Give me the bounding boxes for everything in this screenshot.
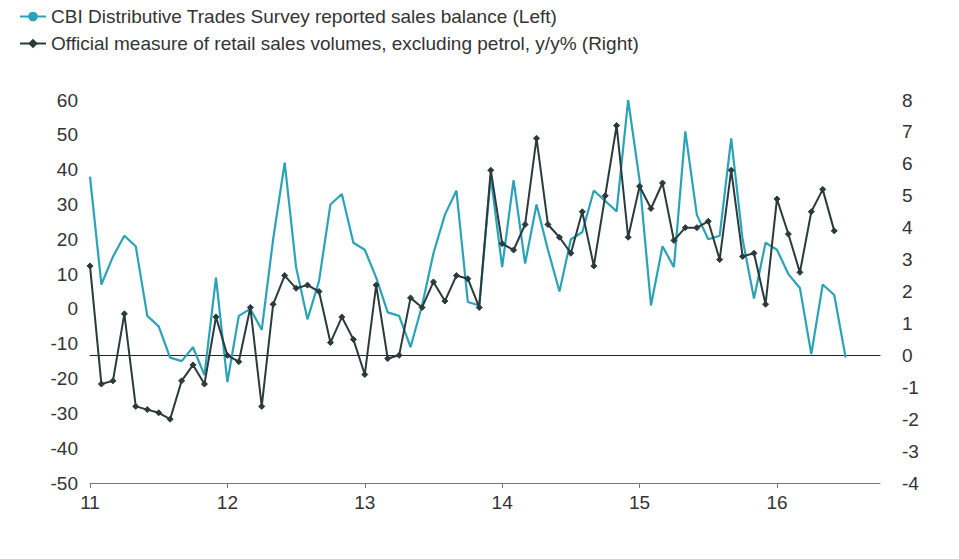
svg-text:1: 1	[902, 313, 913, 334]
svg-text:20: 20	[57, 229, 78, 250]
svg-text:4: 4	[902, 217, 913, 238]
svg-text:8: 8	[902, 90, 913, 111]
svg-text:CBI Distributive Trades Survey: CBI Distributive Trades Survey reported …	[51, 6, 557, 27]
svg-text:-1: -1	[902, 377, 919, 398]
svg-text:13: 13	[354, 492, 375, 513]
svg-text:-10: -10	[51, 333, 78, 354]
svg-text:3: 3	[902, 249, 913, 270]
svg-text:40: 40	[57, 159, 78, 180]
svg-text:0: 0	[902, 345, 913, 366]
svg-text:-2: -2	[902, 409, 919, 430]
svg-text:60: 60	[57, 90, 78, 111]
svg-text:-50: -50	[51, 473, 78, 494]
svg-text:-3: -3	[902, 441, 919, 462]
svg-text:14: 14	[492, 492, 514, 513]
svg-text:15: 15	[629, 492, 650, 513]
svg-text:-40: -40	[51, 438, 78, 459]
svg-text:2: 2	[902, 281, 913, 302]
svg-text:30: 30	[57, 194, 78, 215]
svg-text:16: 16	[766, 492, 787, 513]
svg-text:10: 10	[57, 264, 78, 285]
svg-text:-4: -4	[902, 473, 919, 494]
svg-text:11: 11	[80, 492, 100, 513]
svg-text:0: 0	[67, 298, 78, 319]
svg-text:-20: -20	[51, 368, 78, 389]
svg-text:7: 7	[902, 121, 913, 142]
svg-text:-30: -30	[51, 403, 78, 424]
svg-text:50: 50	[57, 124, 78, 145]
svg-text:Official measure of retail sal: Official measure of retail sales volumes…	[51, 33, 639, 54]
svg-text:12: 12	[217, 492, 238, 513]
svg-text:6: 6	[902, 153, 913, 174]
svg-text:5: 5	[902, 185, 913, 206]
